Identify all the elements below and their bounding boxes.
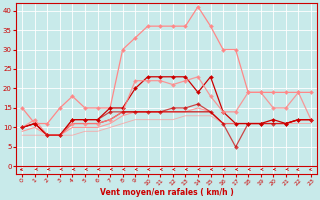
X-axis label: Vent moyen/en rafales ( km/h ): Vent moyen/en rafales ( km/h )	[100, 188, 234, 197]
